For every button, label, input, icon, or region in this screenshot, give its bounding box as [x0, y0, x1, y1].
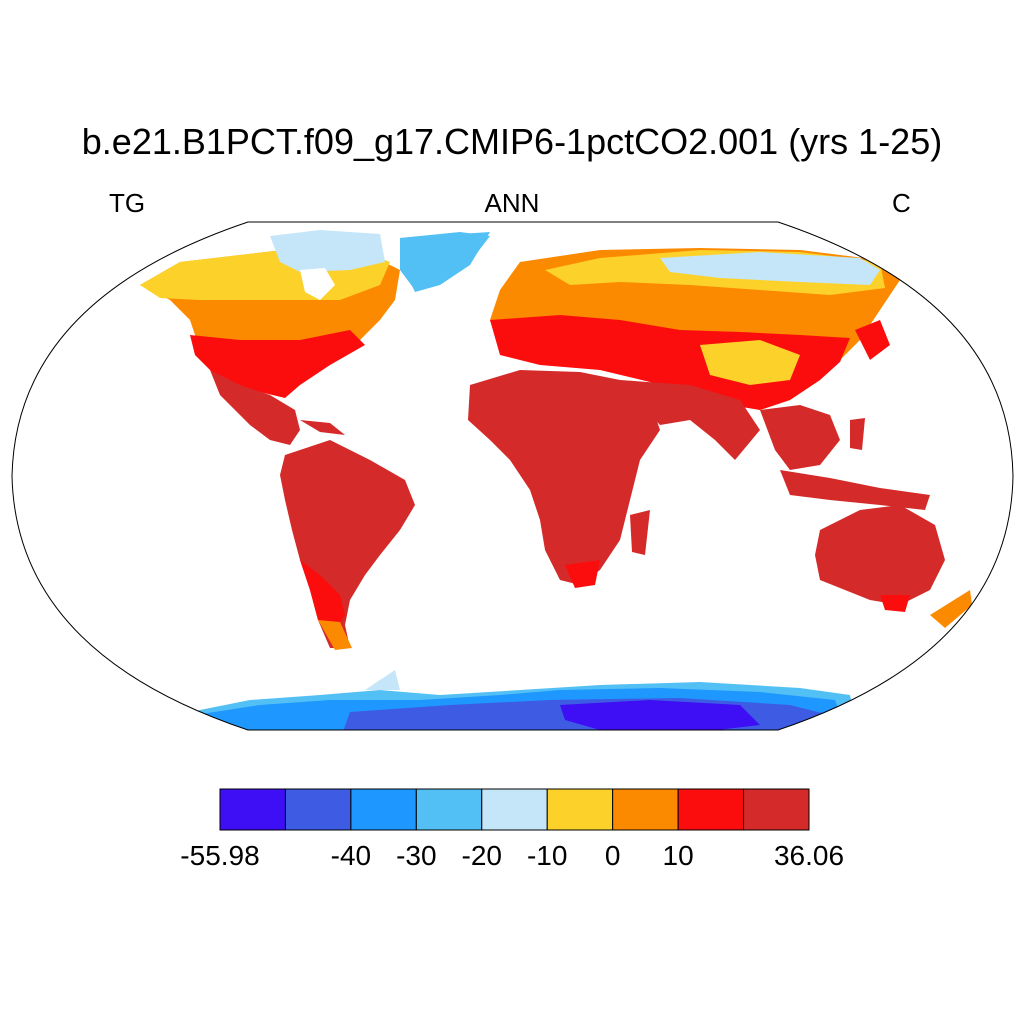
colorbar-box — [481, 788, 548, 831]
colorbar-box — [743, 788, 810, 831]
colorbar-box — [677, 788, 745, 831]
colorbar-tick-label: -20 — [461, 840, 502, 871]
colorbar-box — [546, 788, 614, 831]
units-label: C — [892, 188, 911, 218]
australia-landmass — [815, 505, 972, 628]
season-label: ANN — [484, 188, 540, 218]
colorbar-tick-label: -55.98 — [180, 840, 260, 871]
variable-label: TG — [109, 188, 146, 218]
colorbar-tick-label: -40 — [330, 840, 372, 871]
colorbar-box — [219, 788, 286, 831]
south-america-landmass — [280, 440, 415, 650]
north-america-landmass — [140, 230, 490, 445]
colorbar-tick-label: 0 — [604, 840, 621, 871]
colorbar-tick-label: 10 — [662, 840, 694, 871]
colorbar-box — [284, 788, 352, 831]
colorbar-tick-label: 36.06 — [773, 840, 845, 871]
colorbar-tick-label: -30 — [396, 840, 437, 871]
map-title: b.e21.B1PCT.f09_g17.CMIP6-1pctCO2.001 (y… — [81, 121, 943, 162]
greenland-landmass — [400, 232, 490, 292]
colorbar-box — [415, 788, 483, 831]
colorbar-tick-label: -10 — [526, 840, 568, 871]
caribbean-islands — [300, 420, 345, 435]
colorbar-box — [350, 788, 417, 831]
colorbar-box — [612, 788, 679, 831]
map-frame — [11, 221, 1014, 731]
africa-landmass — [468, 370, 760, 588]
southeast-asia-landmass — [760, 320, 930, 510]
eurasia-landmass — [490, 248, 900, 410]
